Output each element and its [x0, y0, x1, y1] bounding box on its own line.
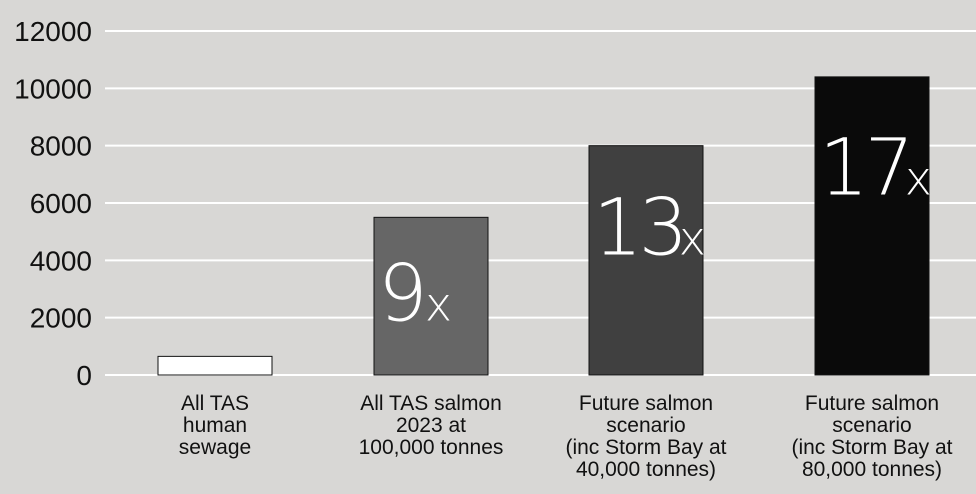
category-label-line: 2023 at: [396, 414, 466, 437]
y-tick-label: 12000: [14, 16, 92, 47]
category-label-line: 80,000 tonnes): [802, 458, 942, 481]
category-label-line: (inc Storm Bay at: [791, 436, 952, 459]
category-label-line: human: [183, 414, 247, 437]
multiplier-x: x: [905, 151, 932, 205]
y-tick-label: 6000: [30, 188, 92, 219]
multiplier-number: 13: [593, 184, 684, 274]
category-label-line: sewage: [179, 436, 251, 459]
category-label-line: (inc Storm Bay at: [565, 436, 726, 459]
bars: [157, 76, 930, 376]
gridlines: [105, 30, 976, 376]
category-label: All TAS human sewage: [179, 392, 251, 459]
multiplier-number: 17: [819, 123, 910, 213]
category-label: Future salmon scenario (inc Storm Bay at 80…: [791, 392, 952, 481]
category-label-line: 40,000 tonnes): [576, 458, 716, 481]
y-tick-label: 0: [76, 360, 92, 391]
y-tick-label: 2000: [30, 303, 92, 334]
y-tick-label: 8000: [30, 131, 92, 162]
category-label-line: Future salmon: [579, 392, 713, 415]
y-axis-ticks: 0 2000 4000 6000 8000 10000 12000: [14, 16, 92, 391]
x-axis-categories: All TAS human sewage All TAS salmon 2023 at 1…: [179, 392, 953, 481]
bar: [814, 76, 930, 376]
bar-multiplier-label: 17x: [819, 123, 932, 213]
bar: [588, 145, 704, 376]
multiplier-x: x: [425, 278, 452, 332]
multiplier-number: 9: [378, 250, 424, 340]
category-label: Future salmon scenario (inc Storm Bay at 40…: [565, 392, 726, 481]
category-label-line: scenario: [606, 414, 685, 437]
y-tick-label: 10000: [14, 73, 92, 104]
bar-multiplier-label: 13x: [593, 184, 706, 274]
multiplier-x: x: [679, 212, 706, 266]
category-label-line: 100,000 tonnes: [359, 436, 504, 459]
bar: [373, 216, 489, 376]
y-tick-label: 4000: [30, 245, 92, 276]
category-label-line: scenario: [832, 414, 911, 437]
category-label-line: All TAS: [181, 392, 249, 415]
category-label: All TAS salmon 2023 at 100,000 tonnes: [359, 392, 504, 459]
category-label-line: All TAS salmon: [360, 392, 502, 415]
bar: [157, 355, 273, 376]
category-label-line: Future salmon: [805, 392, 939, 415]
